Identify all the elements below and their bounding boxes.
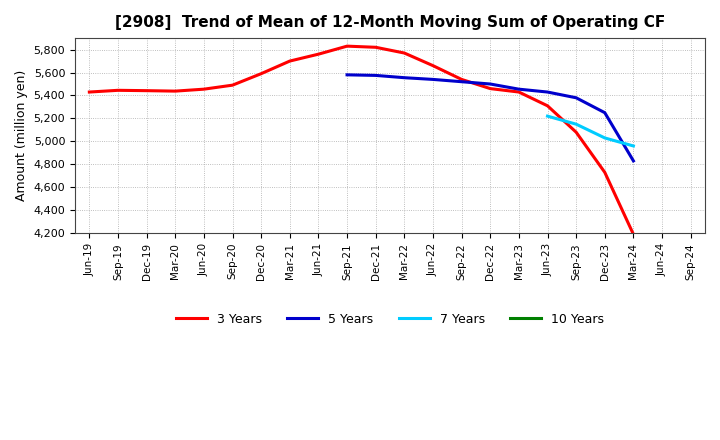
7 Years bbox=[600, 135, 609, 140]
3 Years bbox=[486, 86, 495, 91]
3 Years bbox=[199, 87, 208, 92]
3 Years bbox=[372, 44, 380, 50]
3 Years bbox=[428, 63, 437, 68]
5 Years bbox=[572, 95, 580, 100]
Title: [2908]  Trend of Mean of 12-Month Moving Sum of Operating CF: [2908] Trend of Mean of 12-Month Moving … bbox=[115, 15, 665, 30]
7 Years bbox=[629, 143, 638, 149]
3 Years bbox=[343, 44, 351, 49]
Legend: 3 Years, 5 Years, 7 Years, 10 Years: 3 Years, 5 Years, 7 Years, 10 Years bbox=[171, 308, 609, 331]
3 Years bbox=[572, 129, 580, 135]
5 Years bbox=[629, 158, 638, 164]
7 Years bbox=[572, 121, 580, 127]
5 Years bbox=[372, 73, 380, 78]
5 Years bbox=[543, 89, 552, 95]
Line: 3 Years: 3 Years bbox=[89, 46, 634, 235]
5 Years bbox=[486, 81, 495, 87]
3 Years bbox=[629, 232, 638, 237]
3 Years bbox=[457, 77, 466, 82]
Y-axis label: Amount (million yen): Amount (million yen) bbox=[15, 70, 28, 201]
3 Years bbox=[285, 59, 294, 64]
7 Years bbox=[543, 114, 552, 119]
3 Years bbox=[171, 88, 179, 94]
3 Years bbox=[400, 51, 409, 56]
3 Years bbox=[257, 71, 266, 76]
3 Years bbox=[114, 88, 122, 93]
5 Years bbox=[400, 75, 409, 81]
5 Years bbox=[600, 110, 609, 115]
3 Years bbox=[314, 51, 323, 57]
3 Years bbox=[543, 103, 552, 108]
3 Years bbox=[228, 83, 237, 88]
Line: 5 Years: 5 Years bbox=[347, 75, 634, 161]
5 Years bbox=[515, 87, 523, 92]
3 Years bbox=[143, 88, 151, 93]
5 Years bbox=[428, 77, 437, 82]
5 Years bbox=[343, 72, 351, 77]
5 Years bbox=[457, 79, 466, 84]
3 Years bbox=[515, 89, 523, 95]
Line: 7 Years: 7 Years bbox=[547, 116, 634, 146]
3 Years bbox=[600, 170, 609, 175]
3 Years bbox=[85, 89, 94, 95]
